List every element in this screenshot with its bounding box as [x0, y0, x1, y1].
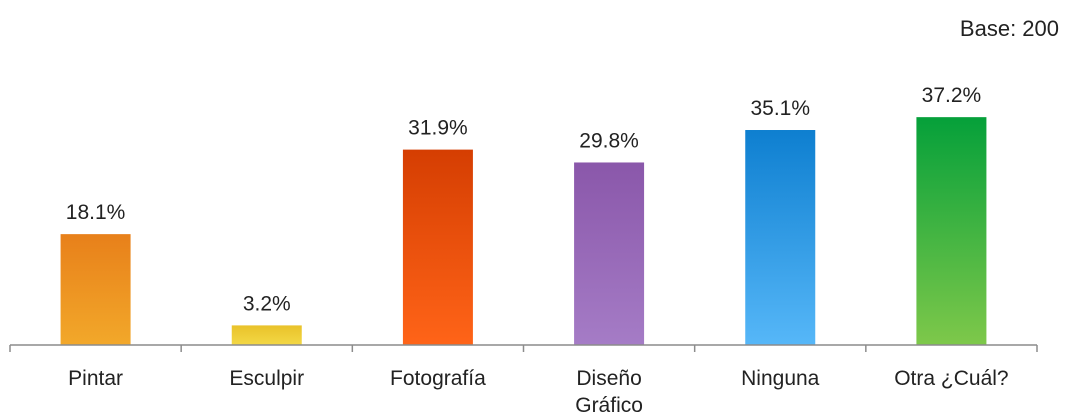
data-label: 29.8% [579, 129, 639, 152]
bar-2 [402, 149, 473, 345]
base-note: Base: 200 [959, 16, 1059, 41]
category-label: Gráfico [575, 394, 643, 416]
category-label: Diseño [576, 367, 641, 390]
data-label: 37.2% [922, 84, 982, 107]
bar-1 [231, 325, 302, 345]
bar-5 [916, 117, 987, 346]
category-label: Pintar [68, 367, 123, 390]
bar-3 [574, 162, 645, 345]
bar-0 [60, 234, 131, 345]
data-label: 3.2% [243, 292, 291, 315]
data-label: 35.1% [750, 97, 810, 120]
category-label: Ninguna [741, 367, 820, 390]
category-label: Otra ¿Cuál? [894, 367, 1008, 390]
category-label: Fotografía [390, 367, 486, 390]
data-label: 18.1% [66, 201, 126, 224]
category-label: Esculpir [229, 367, 304, 390]
data-label: 31.9% [408, 117, 468, 140]
bar-4 [745, 130, 816, 345]
